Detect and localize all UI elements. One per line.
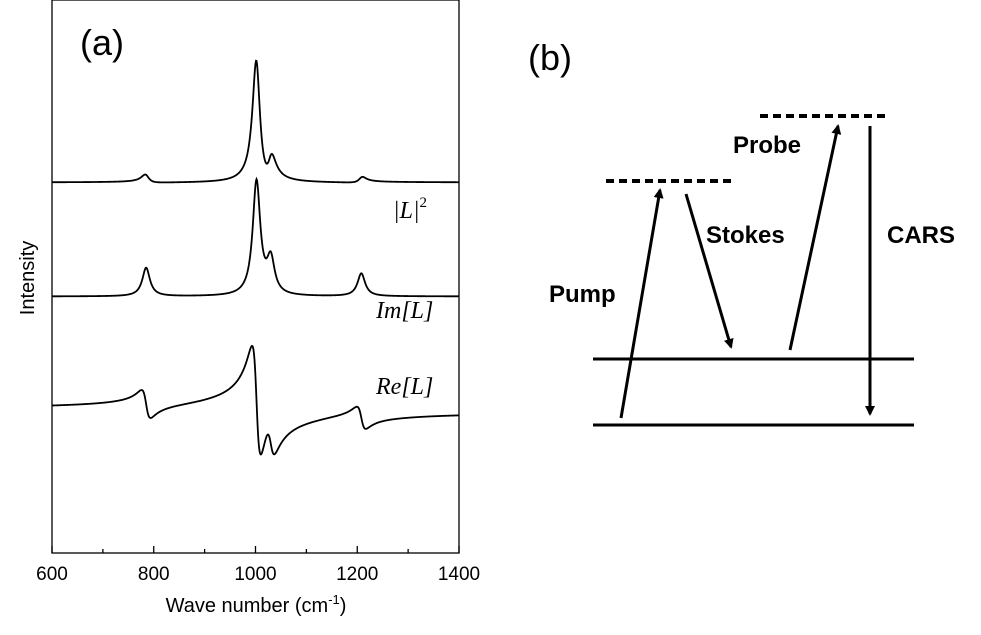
panel-b-label: (b): [528, 37, 572, 78]
pump-label: Pump: [549, 281, 616, 308]
y-axis-title: Intensity: [17, 241, 39, 315]
x-axis-title-sup: -1: [328, 592, 340, 607]
x-axis-ticks: 600 800 1000 1200 1400: [36, 546, 480, 585]
cars-energy-diagram: Probe Stokes CARS Pump: [549, 114, 955, 427]
series-line-real: [51, 344, 460, 456]
plot-frame: [51, 0, 460, 554]
panel-a-label: (a): [80, 22, 124, 63]
x-tick-label: 800: [138, 564, 170, 585]
curve-label-real: Re[L]: [375, 374, 433, 400]
stokes-arrow: [684, 193, 734, 349]
curve-labels: |L|2 Im[L] Re[L]: [375, 195, 433, 400]
x-axis-title-main: Wave number (cm: [166, 595, 329, 617]
pump-arrow: [619, 188, 664, 419]
cars-label: CARS: [887, 222, 955, 249]
stokes-label: Stokes: [706, 222, 785, 249]
x-tick-label: 600: [36, 564, 68, 585]
x-tick-label: 1200: [336, 564, 378, 585]
spectra-plot: 600 800 1000 1200 1400 |L|2 Im[L] Re[L]: [36, 0, 480, 585]
probe-label: Probe: [733, 132, 801, 159]
series-line-imag: [52, 176, 459, 298]
x-axis-title-close: ): [340, 595, 347, 617]
curve-label-imag: Im[L]: [375, 298, 433, 324]
x-axis-title: Wave number (cm-1): [166, 592, 347, 617]
curve-label-abs2: |L|2: [393, 195, 427, 224]
series-line-abs2: [52, 59, 459, 184]
x-tick-label: 1000: [234, 564, 276, 585]
x-tick-label: 1400: [438, 564, 480, 585]
spectrum-curves: [51, 59, 460, 456]
probe-arrow: [788, 124, 842, 351]
